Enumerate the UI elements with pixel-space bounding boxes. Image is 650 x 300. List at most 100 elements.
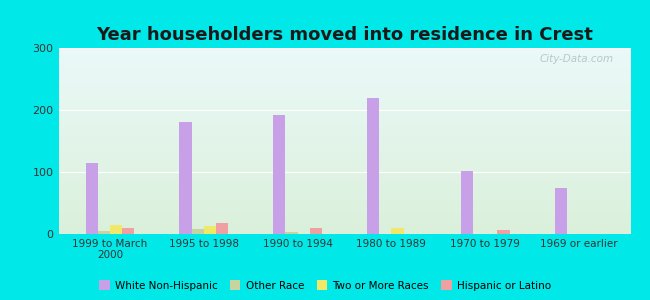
Bar [58, 163, 630, 164]
Bar [58, 69, 630, 70]
Bar [58, 89, 630, 90]
Bar [58, 147, 630, 148]
Bar [58, 179, 630, 180]
Bar [58, 158, 630, 159]
Bar [58, 146, 630, 147]
Bar [58, 160, 630, 161]
Bar [58, 149, 630, 150]
Bar [58, 169, 630, 170]
Bar [58, 82, 630, 83]
Bar [58, 124, 630, 125]
Bar [58, 53, 630, 54]
Bar [58, 70, 630, 71]
Bar [58, 117, 630, 118]
Bar [58, 95, 630, 96]
Bar [58, 167, 630, 168]
Bar [58, 66, 630, 67]
Bar [58, 140, 630, 141]
Bar [58, 116, 630, 117]
Bar [58, 77, 630, 78]
Bar [58, 227, 630, 228]
Bar [58, 97, 630, 98]
Bar [58, 152, 630, 153]
Bar [58, 183, 630, 184]
Bar [58, 216, 630, 217]
Bar [58, 229, 630, 230]
Bar [58, 88, 630, 89]
Bar [58, 150, 630, 151]
Bar [58, 86, 630, 87]
Bar [86, 163, 98, 234]
Bar [58, 198, 630, 199]
Bar [58, 230, 630, 231]
Bar [58, 64, 630, 65]
Bar [58, 145, 630, 146]
Bar [58, 62, 630, 63]
Bar [58, 160, 630, 161]
Bar [58, 206, 630, 207]
Bar [58, 135, 630, 136]
Bar [58, 83, 630, 84]
Bar [58, 176, 630, 177]
Bar [58, 139, 630, 140]
Bar [58, 58, 630, 59]
Bar [58, 171, 630, 172]
Bar [58, 67, 630, 68]
Bar [58, 60, 630, 61]
Bar [58, 213, 630, 214]
Bar [58, 170, 630, 171]
Bar [58, 188, 630, 189]
Bar [58, 215, 630, 216]
Bar [58, 84, 630, 85]
Bar [285, 232, 298, 234]
Bar [58, 141, 630, 142]
Bar [58, 228, 630, 229]
Bar [58, 207, 630, 208]
Bar [58, 210, 630, 211]
Bar [58, 61, 630, 62]
Bar [216, 224, 228, 234]
Bar [58, 190, 630, 191]
Bar [58, 196, 630, 197]
Bar [58, 110, 630, 111]
Bar [58, 93, 630, 94]
Bar [58, 175, 630, 176]
Bar [179, 122, 192, 234]
Bar [58, 59, 630, 60]
Bar [554, 188, 567, 234]
Bar [58, 226, 630, 227]
Bar [58, 217, 630, 218]
Bar [58, 154, 630, 155]
Bar [58, 48, 630, 49]
Bar [58, 156, 630, 157]
Bar [58, 220, 630, 221]
Bar [58, 159, 630, 160]
Bar [58, 218, 630, 219]
Bar [58, 51, 630, 52]
Bar [58, 103, 630, 104]
Bar [58, 186, 630, 187]
Bar [58, 63, 630, 64]
Text: City-Data.com: City-Data.com [540, 54, 614, 64]
Bar [58, 73, 630, 74]
Bar [58, 91, 630, 92]
Bar [58, 204, 630, 205]
Bar [58, 111, 630, 112]
Bar [58, 144, 630, 145]
Bar [58, 208, 630, 209]
Bar [58, 192, 630, 193]
Bar [58, 222, 630, 223]
Bar [58, 209, 630, 210]
Bar [58, 173, 630, 175]
Bar [391, 228, 404, 234]
Bar [58, 72, 630, 73]
Bar [58, 79, 630, 80]
Bar [58, 193, 630, 194]
Bar [58, 108, 630, 110]
Bar [58, 52, 630, 53]
Bar [58, 54, 630, 55]
Bar [58, 99, 630, 100]
Bar [58, 231, 630, 232]
Bar [58, 126, 630, 127]
Bar [58, 68, 630, 69]
